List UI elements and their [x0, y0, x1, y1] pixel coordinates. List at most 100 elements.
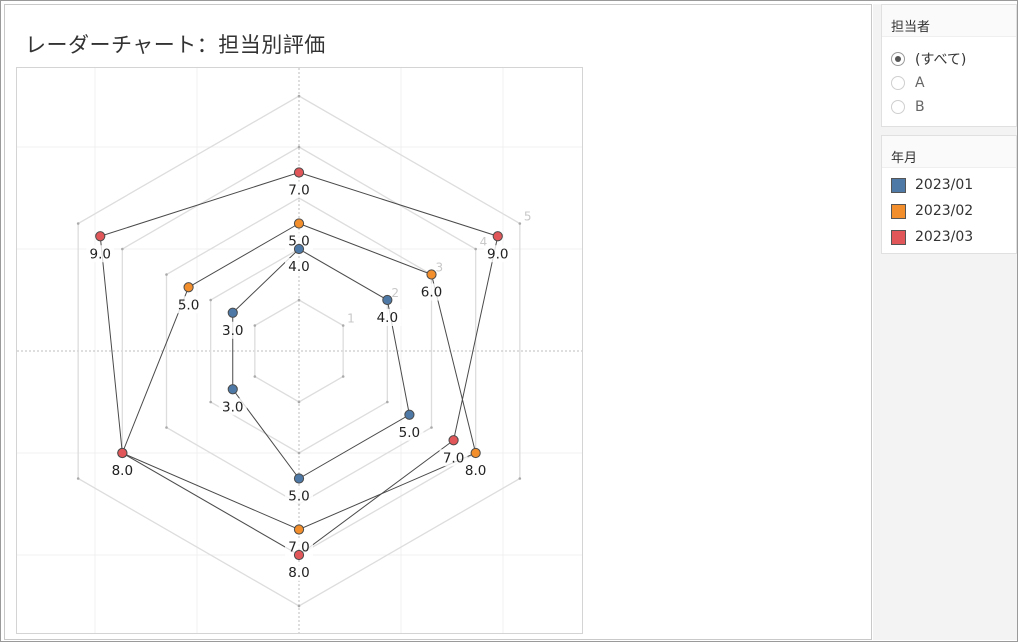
ring-label: 1	[347, 312, 355, 326]
ring-vertex	[253, 324, 257, 327]
ring-vertex	[341, 375, 345, 378]
ring-vertex	[430, 426, 433, 429]
data-point	[448, 435, 459, 446]
filter-option-all[interactable]: (すべて)	[882, 47, 1016, 71]
value-label-bg	[395, 423, 424, 441]
radio-icon[interactable]	[891, 52, 905, 66]
value-label-bg	[285, 487, 313, 505]
value-label: 7.0	[443, 450, 464, 466]
value-label: 3.0	[222, 323, 243, 339]
filter-card: 担当者 (すべて) A B	[881, 4, 1017, 127]
value-label: 3.0	[222, 399, 243, 415]
value-label: 9.0	[487, 246, 508, 262]
value-label-bg	[285, 258, 313, 275]
legend-card: 年月 2023/01 2023/02 2023/03	[881, 135, 1017, 254]
ring-vertex	[165, 426, 168, 429]
value-label: 7.0	[288, 540, 309, 556]
value-label: 8.0	[288, 565, 309, 581]
data-point	[293, 524, 305, 535]
legend-label: 2023/02	[915, 203, 974, 219]
legend-item[interactable]: 2023/01	[882, 173, 1016, 197]
value-label: 7.0	[288, 183, 309, 199]
value-label-bg	[86, 245, 115, 263]
ring-vertex	[297, 298, 301, 302]
data-point	[293, 473, 305, 484]
value-label-bg	[461, 462, 490, 479]
ring-vertex	[121, 247, 124, 251]
legend-swatch	[891, 229, 906, 245]
filter-option-label: (すべて)	[915, 52, 967, 68]
value-label-bg	[108, 462, 137, 479]
data-point	[293, 218, 305, 229]
value-label: 8.0	[465, 463, 486, 479]
data-point	[470, 447, 481, 459]
filter-option-label: A	[915, 75, 925, 91]
legend-swatch	[891, 203, 906, 219]
value-label-bg	[483, 245, 512, 263]
data-point	[293, 243, 305, 255]
data-point	[95, 231, 106, 242]
legend-item[interactable]: 2023/03	[882, 225, 1016, 249]
ring-vertex	[474, 247, 477, 251]
value-label-bg	[439, 449, 468, 467]
value-label: 5.0	[288, 489, 309, 505]
ring-vertex	[297, 400, 301, 404]
radio-icon[interactable]	[891, 100, 905, 114]
ring-vertex	[386, 400, 389, 404]
ring-label: 5	[524, 210, 532, 224]
ring-vertex	[253, 375, 257, 378]
ring-vertex	[76, 222, 80, 225]
value-label-bg	[285, 564, 313, 581]
value-label: 6.0	[421, 285, 442, 301]
legend-swatch	[891, 177, 906, 193]
radar-chart-svg: 123454.04.05.05.03.03.05.06.08.07.08.05.…	[17, 68, 582, 633]
value-label-bg	[218, 321, 247, 339]
data-point	[382, 294, 393, 306]
legend-item[interactable]: 2023/02	[882, 199, 1016, 223]
ring-vertex	[518, 222, 522, 225]
ring-vertex	[341, 324, 345, 327]
ring-vertex	[209, 298, 212, 302]
value-label: 4.0	[288, 259, 309, 275]
data-point	[293, 167, 305, 178]
data-point	[492, 231, 503, 242]
data-point	[293, 549, 305, 561]
value-label-bg	[285, 538, 313, 556]
value-label-bg	[174, 296, 203, 314]
radio-icon[interactable]	[891, 76, 905, 90]
legend-label: 2023/03	[915, 229, 974, 245]
ring-vertex	[297, 94, 301, 98]
filter-title: 担当者	[882, 5, 1016, 37]
value-label: 5.0	[288, 234, 309, 250]
value-label-bg	[218, 398, 247, 416]
data-point	[227, 384, 238, 395]
ring-vertex	[165, 273, 168, 276]
value-label: 5.0	[178, 297, 199, 313]
value-label-bg	[285, 181, 313, 199]
ring-vertex	[297, 451, 301, 455]
value-label: 5.0	[399, 425, 420, 441]
ring-vertex	[518, 477, 522, 480]
series-line	[232, 248, 410, 480]
data-point	[183, 282, 194, 293]
radar-chart[interactable]: 123454.04.05.05.03.03.05.06.08.07.08.05.…	[16, 67, 583, 634]
value-label-bg	[285, 232, 313, 250]
data-point	[227, 307, 238, 318]
ring-vertex	[76, 477, 80, 480]
ring-vertex	[209, 400, 212, 404]
legend-title: 年月	[882, 136, 1016, 168]
value-label: 4.0	[377, 310, 398, 326]
value-label-bg	[417, 283, 446, 301]
filter-option-a[interactable]: A	[882, 71, 1016, 95]
data-point	[426, 269, 437, 280]
ring-label: 4	[480, 235, 488, 249]
value-label: 8.0	[112, 463, 133, 479]
ring-label: 2	[391, 286, 399, 300]
filter-option-b[interactable]: B	[882, 95, 1016, 119]
filter-option-label: B	[915, 99, 925, 115]
ring-vertex	[297, 145, 301, 149]
value-label: 9.0	[90, 246, 111, 262]
legend-label: 2023/01	[915, 177, 974, 193]
dashboard-title: レーダーチャート：担当別評価	[25, 33, 326, 57]
